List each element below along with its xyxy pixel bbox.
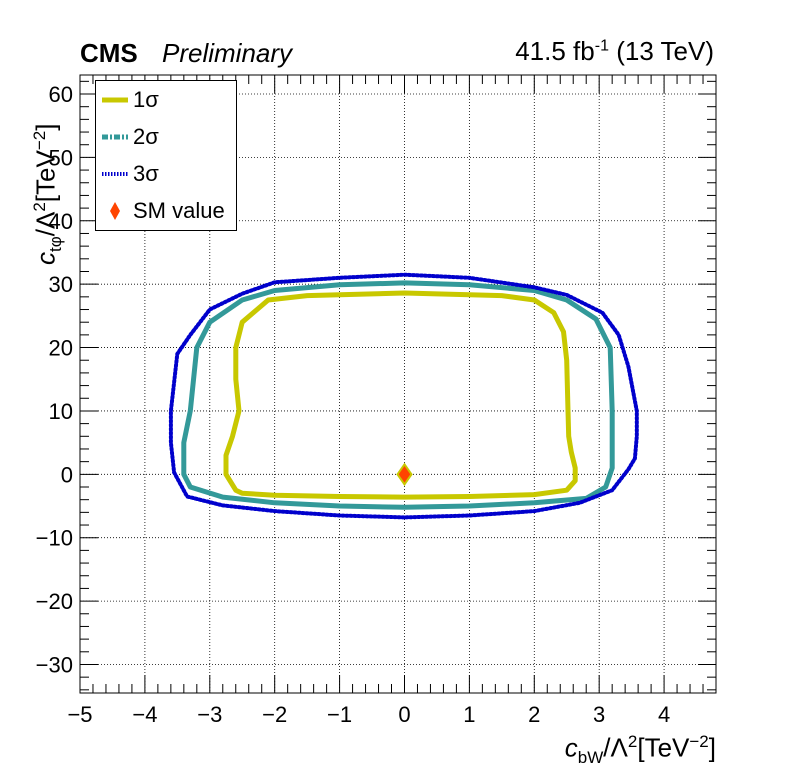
x-label-subscript: bW xyxy=(577,747,604,767)
sm-marker-layer xyxy=(396,462,413,487)
contour-3sigma xyxy=(168,272,639,520)
x-label-power: 2 xyxy=(627,732,638,751)
experiment-label: CMS xyxy=(80,38,138,68)
y-axis-label: ctφ/Λ2[TeV−2] xyxy=(30,124,66,265)
y-label-symbol: c xyxy=(30,252,61,265)
legend-label: 3σ xyxy=(133,161,159,186)
x-label-unit-power: −2 xyxy=(689,732,709,751)
x-tick-label: −5 xyxy=(67,702,92,727)
x-tick-label: 0 xyxy=(398,702,410,727)
plot-frame xyxy=(79,74,717,694)
y-tick-label: 40 xyxy=(49,209,73,234)
y-label-unit-power: −2 xyxy=(30,130,49,151)
y-label-subscript: tφ xyxy=(45,236,65,252)
contour-2sigma xyxy=(181,280,615,510)
y-tick-label: −30 xyxy=(36,652,73,677)
x-label-lambda: /Λ xyxy=(603,732,628,763)
legend-label: SM value xyxy=(133,198,225,223)
y-tick-label: 20 xyxy=(49,336,73,361)
y-tick-label: 10 xyxy=(49,399,73,424)
legend-2sigma-line-icon xyxy=(102,134,128,140)
legend-3sigma-line-icon xyxy=(102,172,128,176)
y-tick-label: 0 xyxy=(61,462,73,487)
x-label-unit: [TeV xyxy=(637,732,690,763)
x-tick-label: 1 xyxy=(463,702,475,727)
x-label-symbol: c xyxy=(564,732,578,763)
sm-value-marker xyxy=(396,462,413,487)
y-tick-label: 60 xyxy=(49,82,73,107)
x-label-close: ] xyxy=(708,732,716,763)
energy-value: (13 TeV) xyxy=(616,36,714,66)
contour-layer xyxy=(168,272,639,520)
legend-entry-2sigma: 2σ xyxy=(96,120,236,154)
legend: 1σ 2σ 3σ SM value xyxy=(95,80,237,231)
legend-entry-3sigma: 3σ xyxy=(96,157,236,191)
y-label-power: 2 xyxy=(30,202,49,212)
y-label-unit: [TeV xyxy=(30,150,61,203)
legend-entry-sm: SM value xyxy=(96,194,236,228)
x-tick-label: 3 xyxy=(593,702,605,727)
y-label-lambda: /Λ xyxy=(30,211,61,237)
luminosity-label: 41.5 fb-1 (13 TeV) xyxy=(515,36,714,67)
y-tick-label: 30 xyxy=(49,272,73,297)
legend-sm-diamond-icon xyxy=(110,202,120,220)
x-axis-label: cbW/Λ2[TeV−2] xyxy=(565,732,716,768)
luminosity-exponent: -1 xyxy=(594,37,609,55)
x-tick-label: −1 xyxy=(327,702,352,727)
y-tick-label: −20 xyxy=(36,589,73,614)
legend-1sigma-line-icon xyxy=(102,97,128,103)
x-tick-label: 4 xyxy=(658,702,670,727)
x-tick-label: −3 xyxy=(197,702,222,727)
y-label-close: ] xyxy=(30,123,61,131)
status-label: Preliminary xyxy=(162,38,293,68)
legend-label: 2σ xyxy=(133,124,159,149)
x-tick-label: −4 xyxy=(132,702,157,727)
x-tick-label: 2 xyxy=(528,702,540,727)
legend-label: 1σ xyxy=(133,87,159,112)
y-tick-label: −10 xyxy=(36,526,73,551)
luminosity-value: 41.5 fb xyxy=(515,36,595,66)
contour-1sigma xyxy=(223,290,578,500)
legend-entry-1sigma: 1σ xyxy=(96,83,236,117)
y-tick-label: 50 xyxy=(49,145,73,170)
x-tick-label: −2 xyxy=(262,702,287,727)
axis-ticks xyxy=(79,75,717,693)
